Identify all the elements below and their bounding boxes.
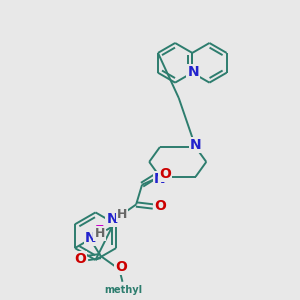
Text: H: H xyxy=(94,227,105,240)
Text: O: O xyxy=(159,167,171,181)
Text: O: O xyxy=(154,200,166,214)
Text: N: N xyxy=(188,65,199,79)
Text: N: N xyxy=(190,138,201,152)
Text: N: N xyxy=(154,172,166,186)
Text: O: O xyxy=(74,252,86,266)
Text: N: N xyxy=(85,231,97,245)
Text: H: H xyxy=(117,208,128,221)
Text: O: O xyxy=(116,260,128,274)
Text: N: N xyxy=(106,212,118,226)
Text: F: F xyxy=(94,224,104,238)
Text: methyl: methyl xyxy=(104,285,142,295)
